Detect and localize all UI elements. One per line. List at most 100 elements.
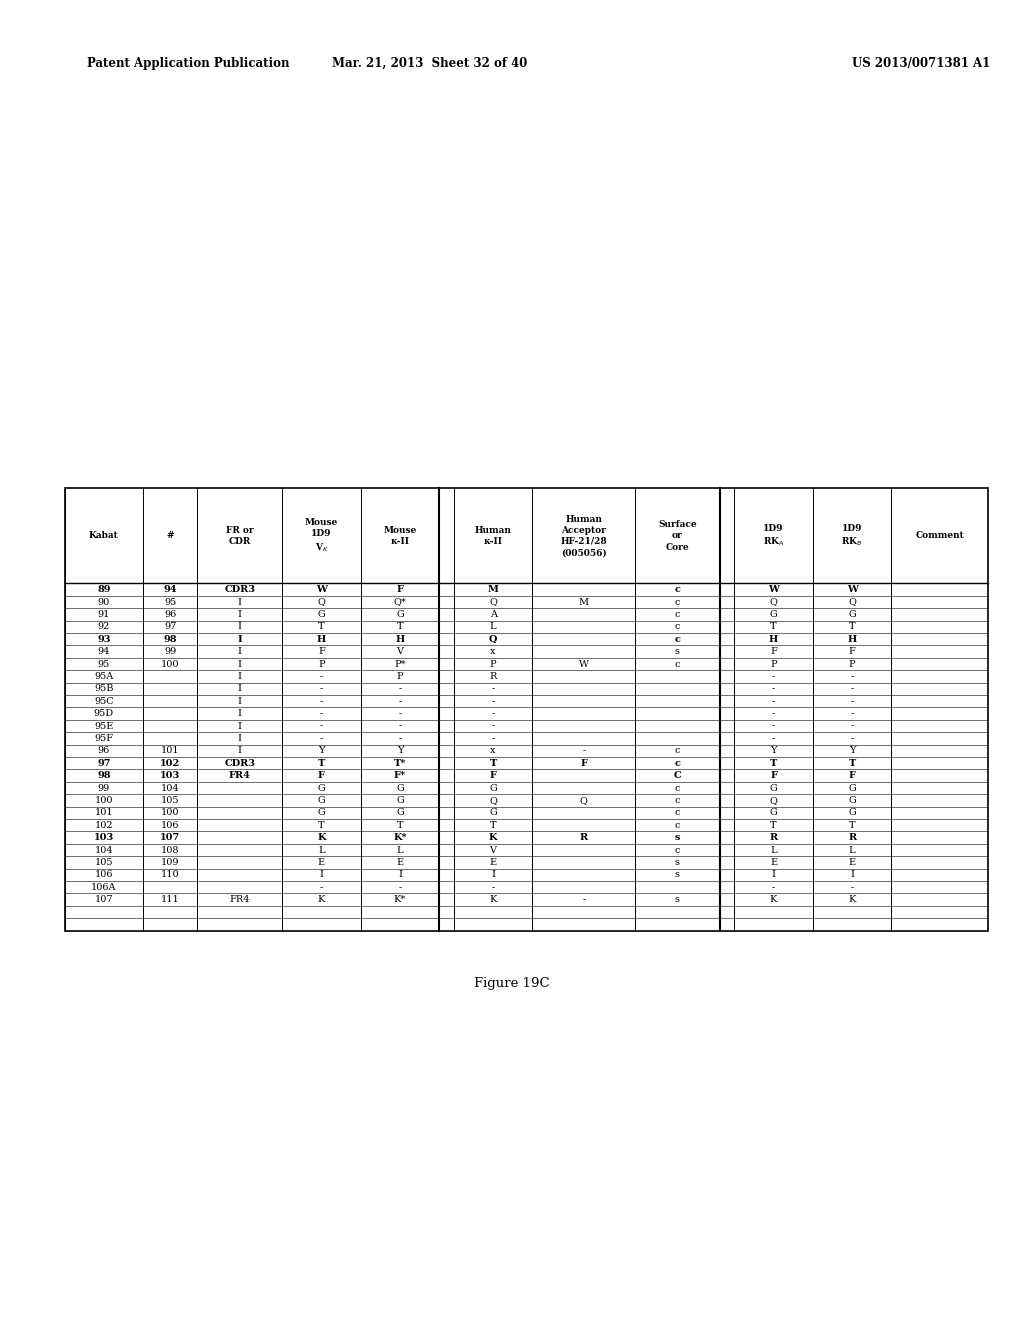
Text: -: -	[492, 883, 495, 892]
Text: E: E	[849, 858, 856, 867]
Text: c: c	[675, 746, 680, 755]
Text: 1D9
RK$_B$: 1D9 RK$_B$	[842, 524, 863, 548]
Text: 96: 96	[164, 610, 176, 619]
Text: 89: 89	[97, 585, 111, 594]
Text: E: E	[396, 858, 403, 867]
Text: -: -	[851, 883, 854, 892]
Text: -: -	[492, 697, 495, 706]
Text: 95F: 95F	[94, 734, 114, 743]
Text: I: I	[238, 709, 242, 718]
Text: 94: 94	[97, 647, 110, 656]
Text: 1D9
RK$_A$: 1D9 RK$_A$	[763, 524, 784, 548]
Text: 100: 100	[161, 660, 179, 668]
Text: G: G	[848, 784, 856, 792]
Text: E: E	[489, 858, 497, 867]
Text: 100: 100	[94, 796, 113, 805]
Text: 104: 104	[94, 846, 113, 854]
Text: 105: 105	[94, 858, 113, 867]
Text: F: F	[318, 647, 325, 656]
Text: F*: F*	[394, 771, 406, 780]
Text: T: T	[489, 821, 497, 830]
Text: 107: 107	[160, 833, 180, 842]
Text: -: -	[772, 697, 775, 706]
Text: FR4: FR4	[229, 771, 251, 780]
Text: T: T	[770, 759, 777, 768]
Text: -: -	[851, 709, 854, 718]
Text: 95D: 95D	[94, 709, 114, 718]
Text: -: -	[772, 722, 775, 730]
Text: K: K	[317, 895, 325, 904]
Text: -: -	[851, 672, 854, 681]
Text: Mouse
1D9
V$_K$: Mouse 1D9 V$_K$	[305, 519, 338, 553]
Text: -: -	[319, 883, 323, 892]
Text: P: P	[770, 660, 777, 668]
Text: 95B: 95B	[94, 684, 114, 693]
Text: -: -	[582, 895, 586, 904]
Text: x: x	[490, 647, 496, 656]
Text: V: V	[396, 647, 403, 656]
Text: 99: 99	[164, 647, 176, 656]
Text: 97: 97	[97, 759, 111, 768]
Text: T: T	[396, 622, 403, 631]
Text: 95A: 95A	[94, 672, 114, 681]
Text: -: -	[851, 722, 854, 730]
Text: F: F	[849, 647, 856, 656]
Text: Y: Y	[318, 746, 325, 755]
Text: -: -	[398, 684, 401, 693]
Text: s: s	[675, 647, 680, 656]
Text: F: F	[849, 771, 856, 780]
Text: 109: 109	[161, 858, 179, 867]
Text: T: T	[318, 821, 325, 830]
Text: L: L	[770, 846, 777, 854]
Text: 95: 95	[97, 660, 110, 668]
Text: s: s	[675, 858, 680, 867]
Text: F: F	[581, 759, 587, 768]
Bar	[65, 488, 988, 931]
Text: FR4: FR4	[229, 895, 250, 904]
Text: 102: 102	[160, 759, 180, 768]
Text: 98: 98	[97, 771, 111, 780]
Text: H: H	[395, 635, 404, 644]
Text: I: I	[319, 870, 324, 879]
Text: Q: Q	[489, 796, 497, 805]
Text: 91: 91	[97, 610, 110, 619]
Text: M: M	[487, 585, 499, 594]
Text: 94: 94	[164, 585, 177, 594]
Text: E: E	[770, 858, 777, 867]
Text: -: -	[772, 734, 775, 743]
Text: -: -	[398, 722, 401, 730]
Text: W: W	[579, 660, 589, 668]
Text: T: T	[849, 759, 856, 768]
Text: Q: Q	[770, 796, 777, 805]
Text: 99: 99	[97, 784, 110, 792]
Text: F: F	[396, 585, 403, 594]
Text: Comment: Comment	[915, 532, 965, 540]
Text: H: H	[848, 635, 857, 644]
Text: G: G	[489, 784, 497, 792]
Text: G: G	[848, 808, 856, 817]
Text: G: G	[396, 610, 403, 619]
Text: Patent Application Publication: Patent Application Publication	[87, 57, 290, 70]
Text: F: F	[317, 771, 325, 780]
Text: R: R	[769, 833, 777, 842]
Text: I: I	[238, 722, 242, 730]
Text: s: s	[675, 870, 680, 879]
Text: -: -	[398, 697, 401, 706]
Text: 103: 103	[160, 771, 180, 780]
Text: 95E: 95E	[94, 722, 114, 730]
Text: P*: P*	[394, 660, 406, 668]
Text: CDR3: CDR3	[224, 585, 255, 594]
Text: G: G	[770, 610, 777, 619]
Text: Surface
or
Core: Surface or Core	[658, 520, 696, 552]
Text: W: W	[316, 585, 327, 594]
Text: I: I	[238, 635, 242, 644]
Text: T: T	[770, 622, 777, 631]
Text: R: R	[489, 672, 497, 681]
Text: I: I	[238, 684, 242, 693]
Text: -: -	[398, 709, 401, 718]
Text: 95C: 95C	[94, 697, 114, 706]
Text: -: -	[772, 883, 775, 892]
Text: -: -	[398, 734, 401, 743]
Text: 111: 111	[161, 895, 179, 904]
Text: x: x	[490, 746, 496, 755]
